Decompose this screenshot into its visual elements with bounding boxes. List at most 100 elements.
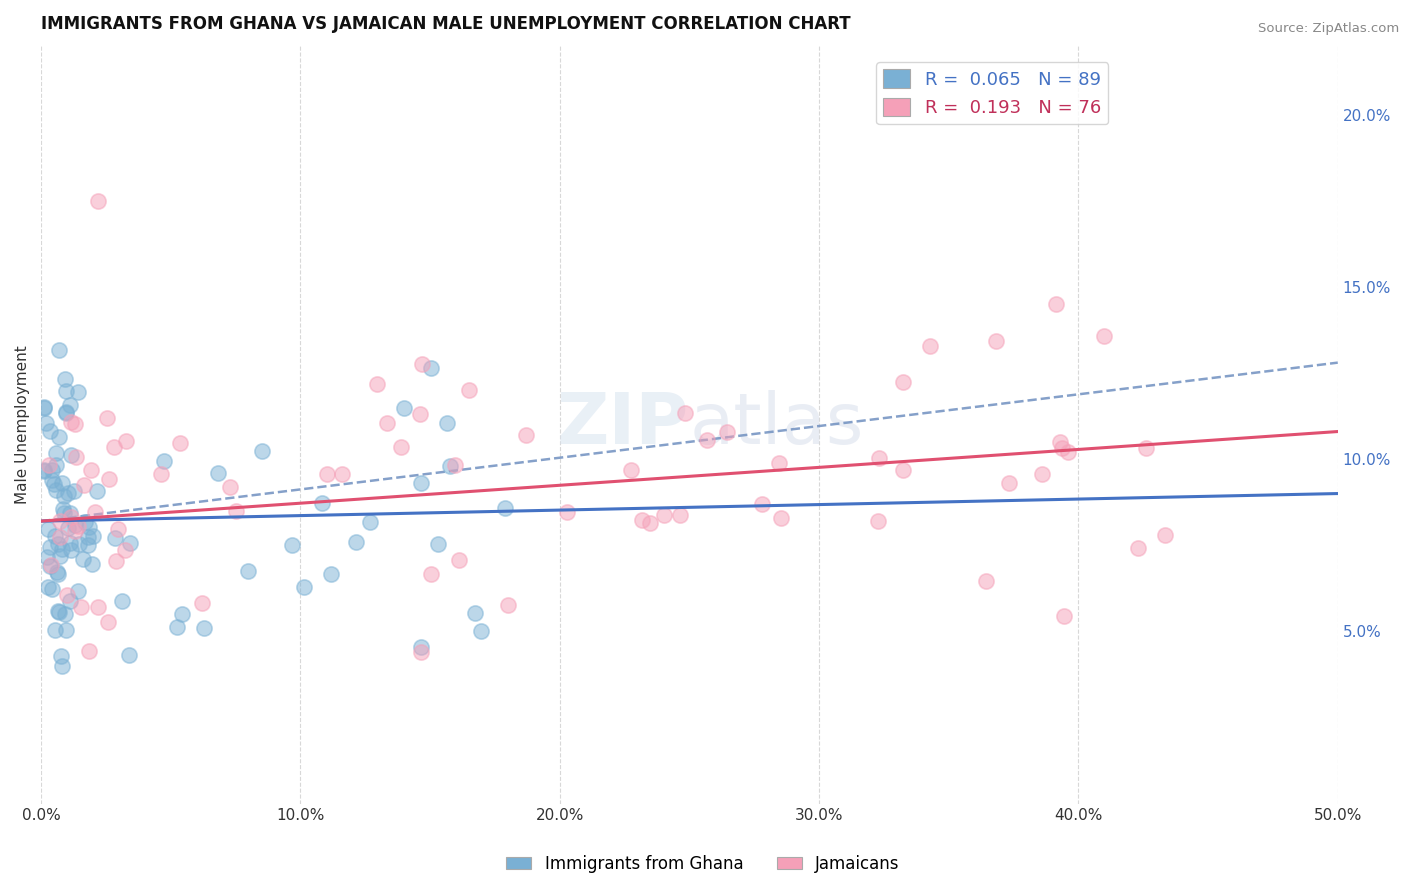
Point bbox=[56, 485, 79, 500]
Point bbox=[59, 398, 82, 412]
Point bbox=[409, 645, 432, 659]
Point bbox=[976, 574, 998, 588]
Point bbox=[63, 483, 86, 498]
Point bbox=[389, 440, 412, 454]
Point bbox=[619, 463, 641, 477]
Point bbox=[409, 640, 432, 654]
Point bbox=[866, 514, 889, 528]
Text: ZIP: ZIP bbox=[557, 390, 689, 459]
Point bbox=[375, 417, 398, 431]
Point bbox=[60, 510, 83, 524]
Point bbox=[73, 515, 96, 529]
Point bbox=[59, 535, 82, 549]
Point bbox=[38, 424, 60, 438]
Point bbox=[45, 565, 67, 579]
Point bbox=[557, 505, 579, 519]
Point bbox=[103, 440, 125, 454]
Point bbox=[1135, 441, 1157, 455]
Point bbox=[638, 516, 661, 530]
Point bbox=[439, 458, 461, 473]
Point bbox=[59, 593, 82, 607]
Point bbox=[49, 530, 72, 544]
Point bbox=[409, 407, 432, 421]
Point bbox=[250, 443, 273, 458]
Point bbox=[225, 504, 247, 518]
Point bbox=[170, 607, 193, 621]
Point bbox=[63, 518, 86, 533]
Point bbox=[330, 467, 353, 481]
Point bbox=[46, 567, 69, 582]
Point bbox=[41, 582, 63, 596]
Point bbox=[48, 343, 70, 357]
Point bbox=[464, 607, 486, 621]
Point bbox=[51, 658, 73, 673]
Point bbox=[59, 448, 82, 462]
Point bbox=[1050, 441, 1073, 455]
Point bbox=[55, 624, 77, 638]
Point bbox=[344, 535, 367, 549]
Legend: Immigrants from Ghana, Jamaicans: Immigrants from Ghana, Jamaicans bbox=[499, 848, 907, 880]
Point bbox=[311, 496, 333, 510]
Point bbox=[444, 458, 467, 472]
Point bbox=[496, 598, 519, 612]
Text: IMMIGRANTS FROM GHANA VS JAMAICAN MALE UNEMPLOYMENT CORRELATION CHART: IMMIGRANTS FROM GHANA VS JAMAICAN MALE U… bbox=[41, 15, 851, 33]
Point bbox=[39, 558, 62, 572]
Point bbox=[1128, 541, 1150, 556]
Point bbox=[66, 385, 89, 400]
Point bbox=[114, 434, 136, 448]
Point bbox=[44, 529, 66, 543]
Point bbox=[86, 484, 108, 499]
Point bbox=[104, 531, 127, 545]
Point bbox=[63, 524, 86, 538]
Point bbox=[76, 530, 98, 544]
Point bbox=[52, 502, 75, 516]
Point bbox=[48, 605, 70, 619]
Point bbox=[53, 489, 76, 503]
Point bbox=[891, 463, 914, 477]
Point bbox=[45, 458, 67, 473]
Point bbox=[39, 540, 62, 554]
Point bbox=[32, 401, 55, 415]
Point bbox=[70, 599, 93, 614]
Point bbox=[114, 543, 136, 558]
Point bbox=[82, 529, 104, 543]
Point bbox=[59, 506, 82, 520]
Point bbox=[32, 400, 55, 414]
Point bbox=[65, 450, 87, 464]
Point bbox=[79, 520, 101, 534]
Point bbox=[80, 558, 103, 572]
Point bbox=[52, 506, 75, 520]
Point bbox=[920, 339, 942, 353]
Point bbox=[193, 621, 215, 635]
Point bbox=[669, 508, 692, 523]
Point bbox=[436, 416, 458, 430]
Point bbox=[55, 588, 77, 602]
Point bbox=[87, 194, 110, 208]
Point bbox=[51, 542, 73, 557]
Point bbox=[494, 501, 516, 516]
Point bbox=[58, 521, 80, 535]
Y-axis label: Male Unemployment: Male Unemployment bbox=[15, 345, 30, 504]
Point bbox=[1045, 297, 1067, 311]
Point bbox=[120, 536, 142, 550]
Point bbox=[515, 427, 537, 442]
Point bbox=[41, 463, 63, 477]
Point bbox=[152, 454, 174, 468]
Point bbox=[411, 357, 433, 371]
Point bbox=[716, 425, 738, 439]
Point bbox=[426, 537, 449, 551]
Point bbox=[893, 376, 915, 390]
Point bbox=[236, 564, 259, 578]
Text: atlas: atlas bbox=[689, 390, 863, 459]
Point bbox=[39, 558, 62, 573]
Point bbox=[80, 462, 103, 476]
Point bbox=[111, 594, 134, 608]
Point bbox=[696, 434, 718, 448]
Point bbox=[315, 467, 337, 481]
Point bbox=[84, 505, 107, 519]
Point bbox=[419, 567, 441, 582]
Point bbox=[1057, 444, 1080, 458]
Point bbox=[67, 584, 90, 599]
Point bbox=[37, 580, 59, 594]
Point bbox=[87, 600, 110, 615]
